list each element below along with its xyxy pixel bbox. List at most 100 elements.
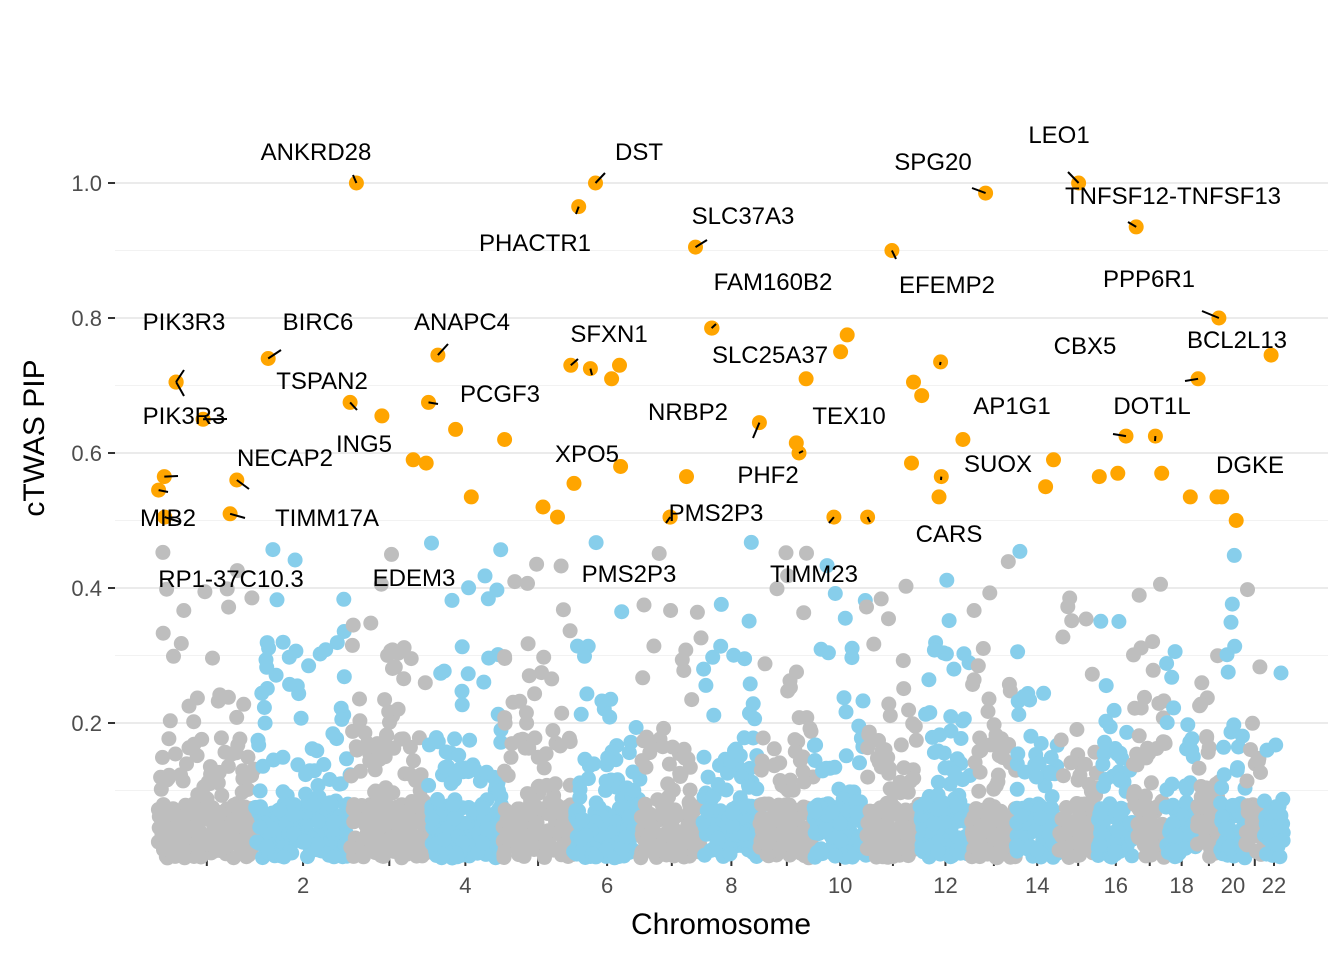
snp-point bbox=[1216, 767, 1232, 783]
snp-point bbox=[259, 681, 275, 696]
snp-point bbox=[736, 826, 752, 842]
snp-point bbox=[885, 840, 901, 856]
y-tick-label: 0.8 bbox=[71, 306, 102, 331]
snp-point bbox=[349, 742, 365, 758]
snp-point bbox=[772, 755, 788, 771]
snp-point bbox=[287, 552, 303, 568]
snp-point bbox=[832, 816, 848, 831]
snp-point bbox=[1225, 798, 1241, 814]
snp-point bbox=[259, 839, 275, 855]
snp-point bbox=[795, 749, 811, 765]
snp-point bbox=[926, 642, 942, 658]
snp-point bbox=[986, 831, 1002, 847]
snp-point bbox=[244, 768, 260, 783]
snp-point bbox=[206, 827, 222, 843]
highlight-point bbox=[914, 388, 930, 404]
snp-point bbox=[680, 818, 696, 834]
snp-point bbox=[161, 823, 177, 838]
snp-point bbox=[1008, 838, 1024, 854]
snp-point bbox=[387, 659, 403, 675]
snp-point bbox=[1078, 611, 1094, 627]
snp-point bbox=[787, 732, 803, 748]
label-leader-line bbox=[437, 343, 449, 356]
snp-point bbox=[736, 730, 752, 746]
snp-point bbox=[817, 822, 833, 838]
snp-point bbox=[639, 729, 655, 745]
snp-point bbox=[186, 714, 202, 730]
gene-label-sfxn1: SFXN1 bbox=[570, 321, 647, 348]
gene-label-birc6: BIRC6 bbox=[283, 309, 354, 336]
snp-point bbox=[343, 839, 359, 855]
snp-point bbox=[1136, 837, 1152, 853]
snp-point bbox=[1069, 722, 1085, 737]
snp-point bbox=[1013, 808, 1029, 824]
snp-point bbox=[352, 713, 368, 729]
snp-point bbox=[793, 845, 809, 861]
snp-point bbox=[373, 848, 389, 864]
snp-point bbox=[893, 737, 909, 753]
snp-point bbox=[849, 805, 865, 820]
snp-point bbox=[1216, 739, 1232, 755]
snp-point bbox=[1190, 836, 1205, 852]
label-leader-line bbox=[158, 489, 169, 493]
snp-point bbox=[525, 838, 541, 853]
snp-point bbox=[646, 638, 662, 654]
snp-point bbox=[695, 814, 711, 830]
snp-point bbox=[807, 753, 823, 768]
snp-point bbox=[406, 753, 421, 769]
snp-point bbox=[815, 763, 830, 779]
snp-point bbox=[859, 599, 874, 615]
snp-point bbox=[326, 814, 342, 830]
snp-point bbox=[827, 586, 843, 601]
snp-point bbox=[889, 806, 905, 822]
snp-point bbox=[409, 848, 425, 864]
snp-point bbox=[162, 713, 178, 729]
snp-point bbox=[1258, 824, 1274, 840]
snp-point bbox=[1059, 801, 1075, 817]
snp-point bbox=[402, 766, 418, 782]
snp-point bbox=[1044, 789, 1060, 805]
snp-point bbox=[1009, 781, 1025, 797]
label-leader-line bbox=[890, 250, 897, 260]
snp-point bbox=[1036, 685, 1052, 701]
snp-point bbox=[1093, 825, 1109, 841]
snp-point bbox=[808, 737, 824, 753]
snp-point bbox=[930, 843, 946, 859]
snp-point bbox=[1109, 822, 1125, 838]
snp-point bbox=[1070, 772, 1086, 788]
snp-point bbox=[741, 779, 757, 795]
snp-point bbox=[1199, 729, 1215, 745]
snp-point bbox=[1157, 736, 1173, 751]
snp-point bbox=[661, 756, 677, 772]
snp-point bbox=[1219, 647, 1235, 663]
snp-point bbox=[837, 610, 853, 626]
snp-point bbox=[991, 748, 1007, 764]
snp-point bbox=[220, 689, 236, 705]
snp-point bbox=[882, 781, 898, 797]
highlight-point bbox=[931, 489, 947, 505]
snp-point bbox=[218, 839, 234, 855]
snp-point bbox=[252, 783, 268, 799]
snp-point bbox=[257, 715, 273, 731]
snp-point bbox=[373, 576, 389, 592]
snp-point bbox=[642, 745, 658, 761]
snp-point bbox=[579, 686, 595, 702]
snp-point bbox=[547, 776, 563, 792]
snp-point bbox=[938, 646, 954, 662]
snp-point bbox=[1011, 707, 1027, 722]
snp-point bbox=[178, 807, 194, 822]
snp-point bbox=[621, 809, 637, 825]
snp-point bbox=[881, 611, 896, 627]
snp-point bbox=[527, 818, 543, 833]
snp-point bbox=[323, 796, 339, 812]
snp-point bbox=[698, 677, 714, 693]
snp-point bbox=[1198, 780, 1214, 796]
snp-point bbox=[285, 807, 301, 823]
gene-label-timm17a: TIMM17A bbox=[275, 505, 379, 532]
snp-point bbox=[1112, 772, 1128, 788]
snp-point bbox=[598, 842, 614, 858]
snp-point bbox=[541, 836, 557, 852]
snp-point bbox=[1239, 773, 1255, 789]
snp-point bbox=[635, 670, 651, 686]
snp-point bbox=[696, 749, 712, 765]
